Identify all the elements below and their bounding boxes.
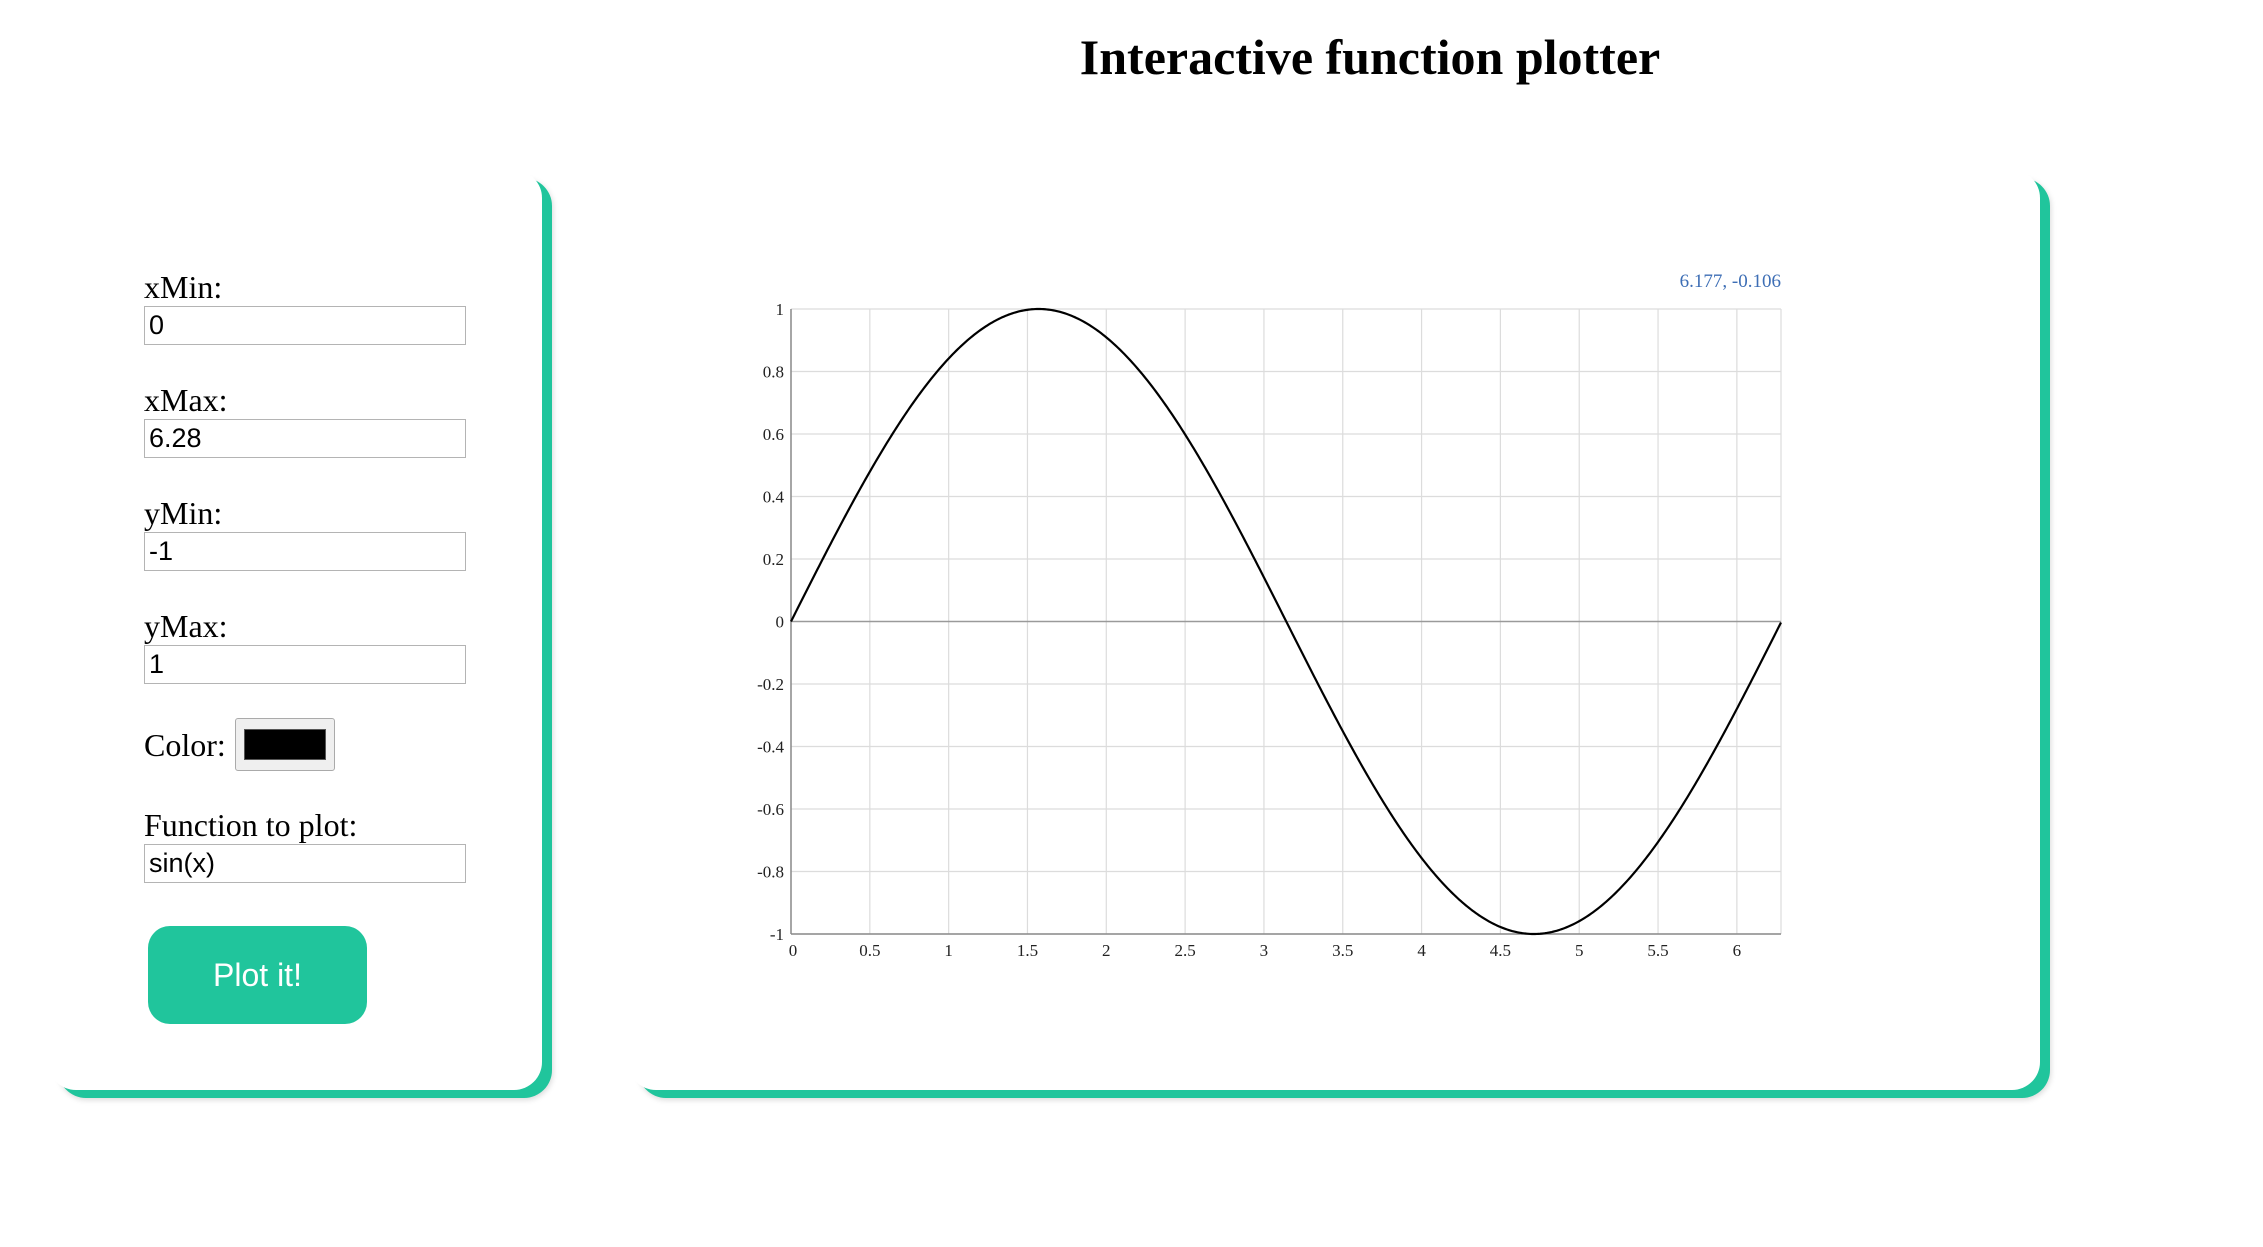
function-input[interactable] [144,844,466,883]
y-tick-label: 0 [776,613,785,632]
xmin-field-group: xMin: [144,268,466,345]
x-tick-label: 3.5 [1332,941,1353,960]
x-tick-label: 3 [1260,941,1269,960]
x-tick-label: 6 [1733,941,1742,960]
xmax-input[interactable] [144,419,466,458]
plot-tick-labels: 0 0.5 1 1.5 2 2.5 3 3.5 4 4.5 5 5.5 610.80.60.40.20-… [757,300,1741,960]
x-tick-label: 1.5 [1017,941,1038,960]
y-tick-label: -0.4 [757,738,784,757]
ymax-label: yMax: [144,608,228,644]
xmin-label: xMin: [144,269,223,305]
xmax-label: xMax: [144,382,228,418]
ymin-input[interactable] [144,532,466,571]
page-title: Interactive function plotter [1079,29,1661,85]
y-tick-label: 0.2 [763,550,784,569]
x-tick-label: 4 [1417,941,1426,960]
function-field-group: Function to plot: [144,806,466,883]
xmax-field-group: xMax: [144,381,466,458]
color-chip [243,729,326,760]
plot-panel [628,170,2040,1090]
function-label: Function to plot: [144,807,358,843]
ymax-input[interactable] [144,645,466,684]
x-tick-label: 0.5 [859,941,880,960]
plot-curve [790,307,1782,936]
x-tick-label: 5 [1575,941,1584,960]
y-tick-label: 0.4 [763,488,785,507]
x-tick-label: 5.5 [1647,941,1668,960]
y-tick-label: -0.2 [757,675,784,694]
y-tick-label: -1 [770,925,784,944]
y-tick-label: 1 [776,300,785,319]
y-tick-label: 0.6 [763,425,784,444]
color-field-group: Color: [144,718,335,771]
xmin-input[interactable] [144,306,466,345]
ymin-field-group: yMin: [144,494,466,571]
x-tick-label: 4.5 [1490,941,1511,960]
x-tick-label: 2.5 [1174,941,1195,960]
x-tick-label: 2 [1102,941,1111,960]
x-tick-label: 0 [789,941,798,960]
plot-button[interactable]: Plot it! [148,926,367,1024]
color-picker[interactable] [234,718,335,771]
cursor-coordinate-readout: 6.177, -0.106 [1680,271,1781,292]
series-line-sin(x) [790,307,1782,936]
x-tick-label: 1 [944,941,953,960]
y-tick-label: -0.6 [757,800,784,819]
color-label: Color: [144,726,226,763]
ymax-field-group: yMax: [144,607,466,684]
y-tick-label: -0.8 [757,863,784,882]
ymin-label: yMin: [144,495,223,531]
y-tick-label: 0.8 [763,363,784,382]
